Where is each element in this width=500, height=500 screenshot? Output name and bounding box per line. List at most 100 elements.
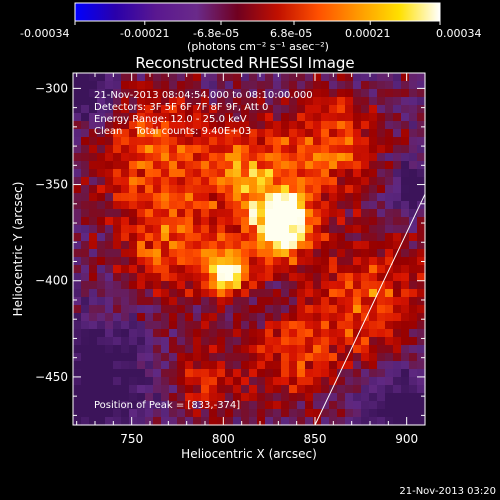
heatmap-cell [153, 289, 162, 298]
heatmap-cell [361, 273, 370, 282]
heatmap-cell [97, 409, 106, 418]
heatmap-cell [265, 265, 274, 274]
heatmap-cell [369, 369, 378, 378]
heatmap-cell [393, 129, 402, 138]
heatmap-cell [193, 361, 202, 370]
heatmap-cell [81, 233, 90, 242]
heatmap-cell [249, 409, 258, 418]
heatmap-cell [97, 73, 106, 82]
heatmap-cell [321, 313, 330, 322]
heatmap-cell [321, 345, 330, 354]
heatmap-cell [289, 337, 298, 346]
heatmap-cell [393, 273, 402, 282]
heatmap-cell [401, 257, 410, 266]
heatmap-cell [281, 169, 290, 178]
heatmap-cell [169, 369, 178, 378]
heatmap-cell [121, 161, 130, 170]
heatmap-cell [217, 249, 226, 258]
heatmap-cell [121, 193, 130, 202]
heatmap-cell [361, 81, 370, 90]
heatmap-cell [249, 401, 258, 410]
heatmap-cell [361, 153, 370, 162]
heatmap-cell [217, 217, 226, 226]
heatmap-cell [313, 105, 322, 114]
heatmap-cell [145, 73, 154, 82]
heatmap-cell [393, 217, 402, 226]
heatmap-cell [337, 105, 346, 114]
heatmap-cell [137, 193, 146, 202]
heatmap-cell [193, 89, 202, 98]
heatmap-cell [353, 233, 362, 242]
heatmap-cell [241, 105, 250, 114]
heatmap-cell [89, 369, 98, 378]
heatmap-cell [81, 369, 90, 378]
heatmap-cell [337, 145, 346, 154]
heatmap-cell [201, 121, 210, 130]
heatmap-cell [153, 393, 162, 402]
heatmap-cell [265, 161, 274, 170]
heatmap-cell [377, 369, 386, 378]
heatmap-cell [353, 73, 362, 82]
heatmap-cell [225, 73, 234, 82]
heatmap-cell [401, 353, 410, 362]
heatmap-cell [297, 321, 306, 330]
heatmap-cell [289, 129, 298, 138]
heatmap-cell [241, 249, 250, 258]
heatmap-cell [393, 89, 402, 98]
heatmap-cell [273, 249, 282, 258]
heatmap-cell [201, 385, 210, 394]
heatmap-cell [177, 169, 186, 178]
heatmap-cell [241, 145, 250, 154]
heatmap-cell [265, 89, 274, 98]
heatmap-cell [265, 393, 274, 402]
heatmap-cell [417, 233, 426, 242]
heatmap-cell [297, 89, 306, 98]
heatmap-cell [113, 169, 122, 178]
heatmap-cell [369, 193, 378, 202]
heatmap-cell [161, 313, 170, 322]
heatmap-cell [385, 201, 394, 210]
heatmap-cell [177, 97, 186, 106]
heatmap-cell [337, 345, 346, 354]
heatmap-cell [225, 185, 234, 194]
heatmap-cell [217, 177, 226, 186]
heatmap-cell [281, 345, 290, 354]
heatmap-cell [145, 161, 154, 170]
heatmap-cell [401, 417, 410, 426]
heatmap-cell [225, 289, 234, 298]
heatmap-cell [185, 249, 194, 258]
heatmap-cell [89, 409, 98, 418]
heatmap-cell [185, 409, 194, 418]
heatmap-cell [289, 225, 298, 234]
x-axis-label: Heliocentric X (arcsec) [181, 447, 317, 461]
heatmap-cell [73, 81, 82, 90]
heatmap-cell [297, 209, 306, 218]
heatmap-cell [217, 393, 226, 402]
heatmap-cell [73, 257, 82, 266]
heatmap-cell [209, 401, 218, 410]
heatmap-cell [89, 265, 98, 274]
heatmap-cell [289, 153, 298, 162]
heatmap-cell [113, 89, 122, 98]
heatmap-cell [361, 337, 370, 346]
heatmap-cell [105, 257, 114, 266]
heatmap-cell [129, 401, 138, 410]
heatmap-cell [241, 385, 250, 394]
plot-frame [72, 72, 426, 426]
heatmap-cell [233, 121, 242, 130]
heatmap-cell [137, 273, 146, 282]
heatmap-cell [409, 249, 418, 258]
heatmap-cell [129, 353, 138, 362]
heatmap-cell [361, 257, 370, 266]
heatmap-cell [345, 353, 354, 362]
heatmap-cell [185, 185, 194, 194]
heatmap-cell [417, 97, 426, 106]
heatmap-cell [273, 289, 282, 298]
heatmap-cell [185, 353, 194, 362]
heatmap-cell [417, 209, 426, 218]
heatmap-cell [417, 217, 426, 226]
heatmap-cell [345, 377, 354, 386]
heatmap-cell [289, 193, 298, 202]
heatmap-cell [337, 377, 346, 386]
heatmap-cell [161, 225, 170, 234]
